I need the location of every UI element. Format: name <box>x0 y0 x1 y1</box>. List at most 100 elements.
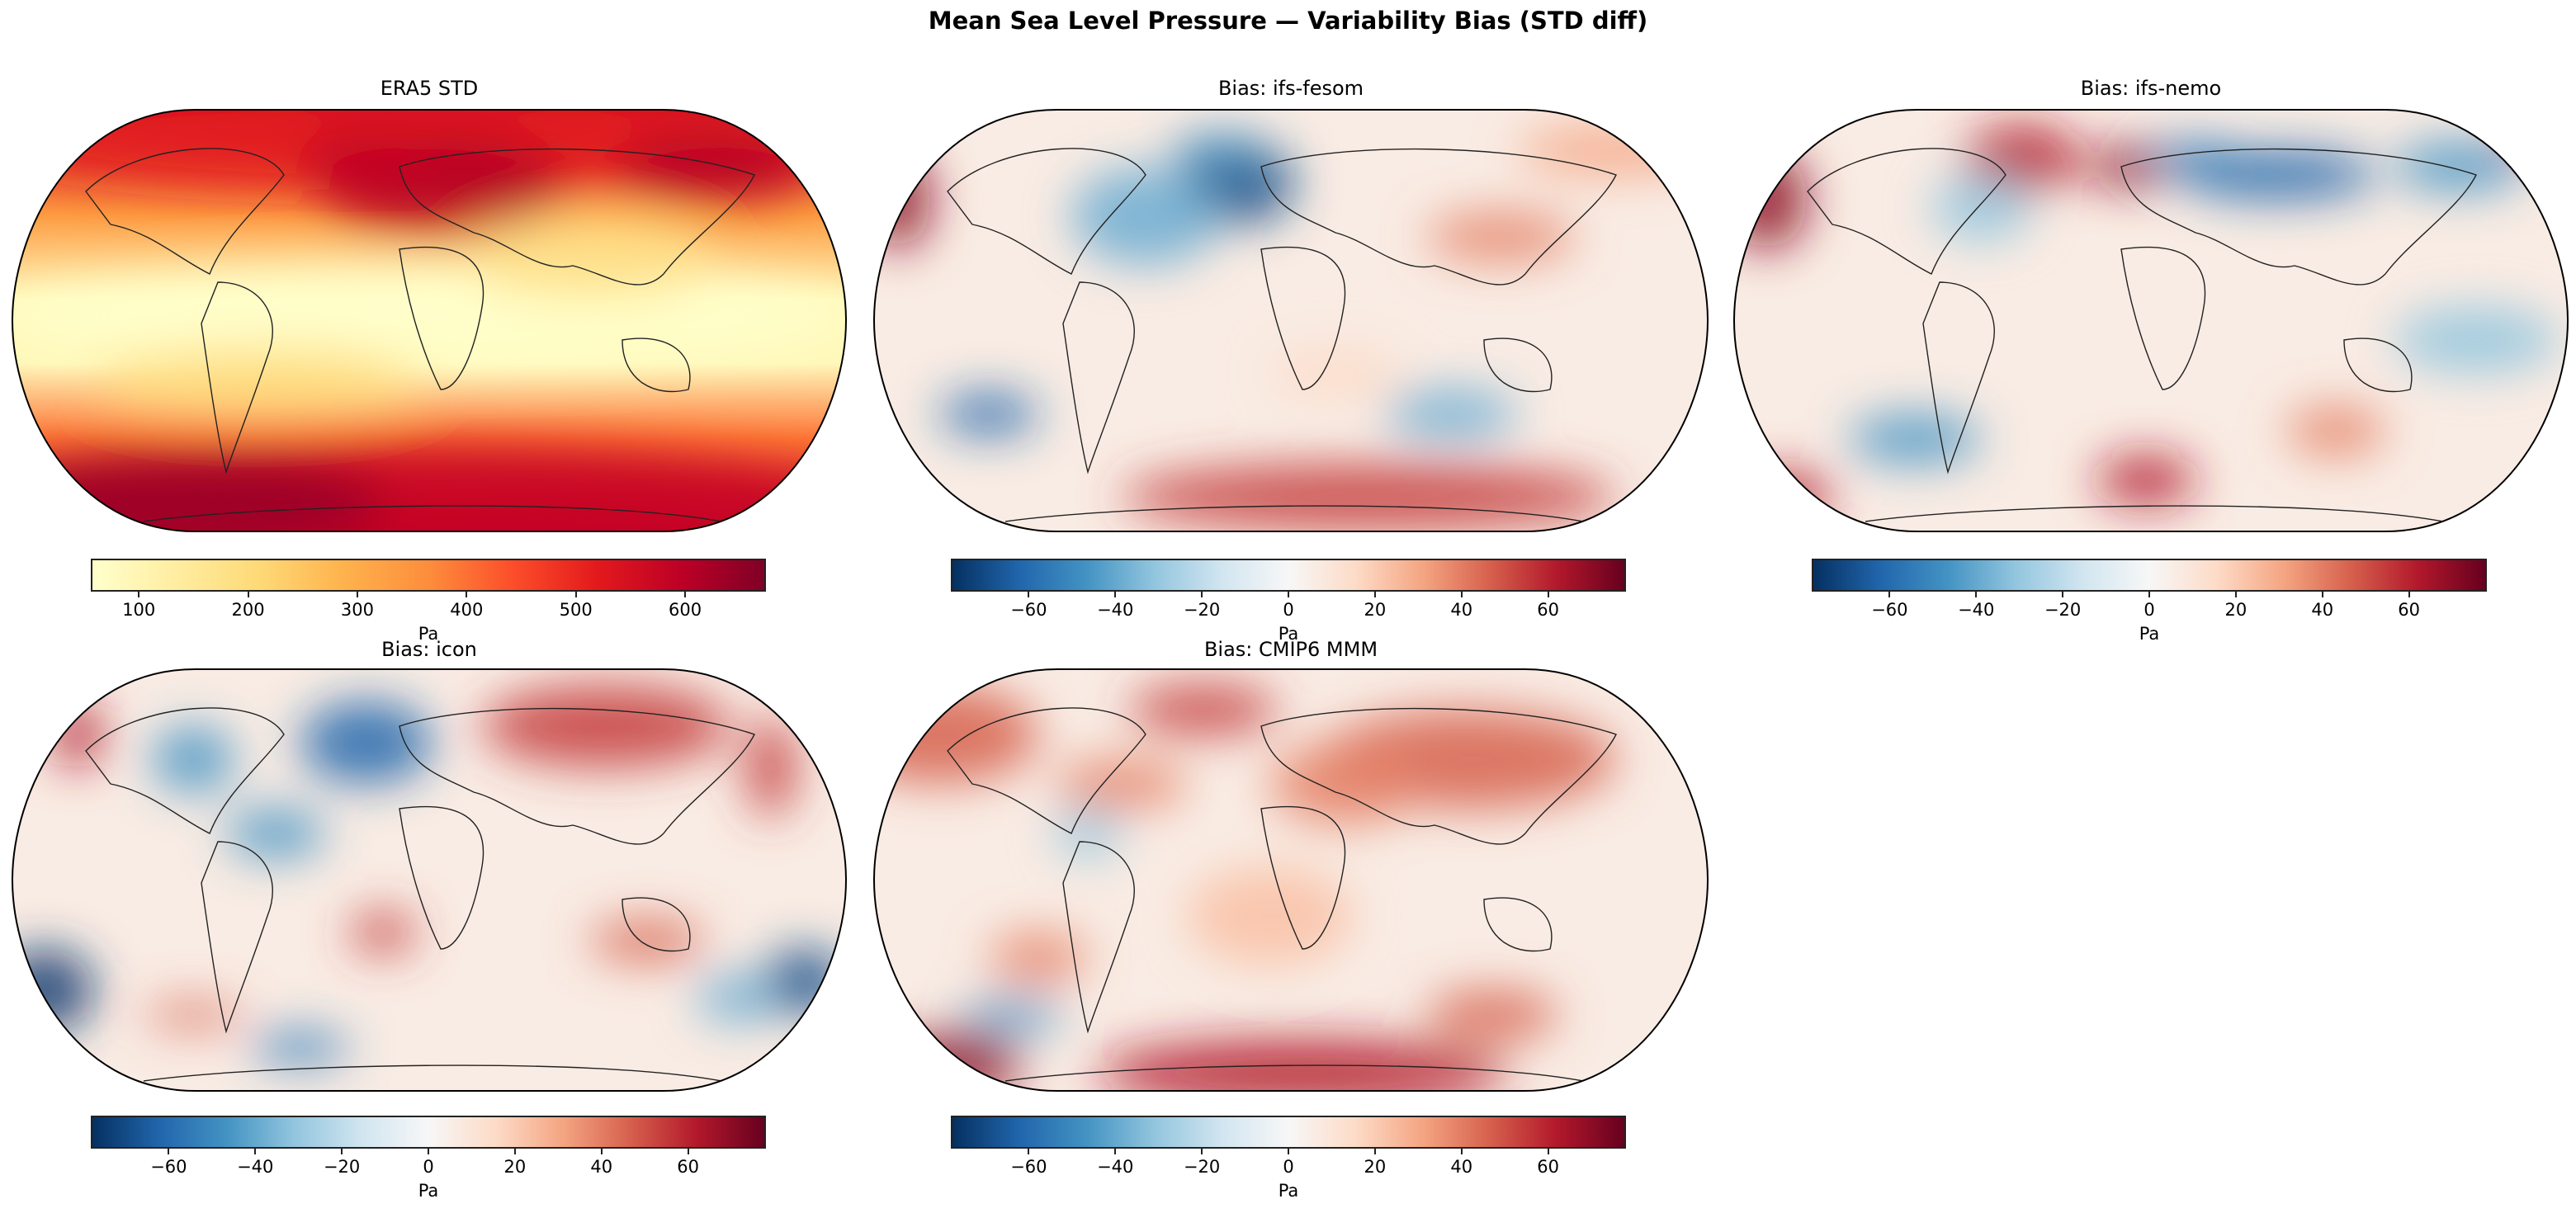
colorbar-tick-mark <box>1201 1149 1203 1154</box>
colorbar-tick-label: 500 <box>559 600 593 620</box>
field-anomaly <box>226 809 325 858</box>
colorbar-tick-mark <box>684 592 687 597</box>
field-anomaly <box>964 998 1063 1031</box>
colorbar-tick-mark <box>600 1149 603 1154</box>
field-anomaly <box>2096 455 2196 505</box>
map-bias-icon <box>12 668 847 1092</box>
colorbar-tick-label: 40 <box>590 1157 613 1177</box>
colorbar-tick-label: 0 <box>423 1157 434 1177</box>
field-anomaly <box>2146 142 2245 175</box>
colorbar-tick-label: 0 <box>1283 1157 1294 1177</box>
colorbar-tick-label: 300 <box>340 600 374 620</box>
map-field <box>12 669 846 1091</box>
field-anomaly <box>300 701 432 784</box>
colorbar-tick-label: 60 <box>1537 1157 1559 1177</box>
colorbar-tick-label: 20 <box>503 1157 527 1177</box>
colorbar-tick-label: −40 <box>1958 600 1995 620</box>
colorbar-label-ifs-nemo: Pa <box>2139 624 2160 644</box>
colorbar-tick-label: −20 <box>1183 1157 1221 1177</box>
field-anomaly <box>1121 464 1616 530</box>
field-anomaly <box>939 394 1038 435</box>
colorbar-tick-label: 40 <box>2311 600 2334 620</box>
colorbar-tick-label: −40 <box>237 1157 274 1177</box>
colorbar-tick-label: 0 <box>2144 600 2155 620</box>
field-anomaly <box>1187 866 1352 965</box>
colorbar-tick-mark <box>1028 1149 1030 1154</box>
colorbar-tick-mark <box>138 592 140 597</box>
field-anomaly <box>614 134 812 200</box>
colorbar-label-ifs-fesom: Pa <box>1278 624 1299 644</box>
colorbar-tick-mark <box>1028 592 1030 597</box>
colorbar-tick-mark <box>2062 592 2064 597</box>
field-anomaly <box>1055 809 1121 858</box>
colorbar-tick-mark <box>1288 592 1289 597</box>
coastlines <box>947 148 1617 522</box>
colorbar-label-era5: Pa <box>418 624 439 644</box>
colorbar-tick-label: 60 <box>1537 600 1559 620</box>
map-frame <box>873 668 1709 1092</box>
field-anomaly <box>1426 212 1575 262</box>
colorbar-tick-label: 60 <box>677 1157 699 1177</box>
colorbar-tick-mark <box>513 1149 516 1154</box>
field-anomaly <box>2286 406 2385 455</box>
colorbar-tick-mark <box>466 592 468 597</box>
field-anomaly <box>350 912 416 953</box>
colorbar-tick-mark <box>2408 592 2410 597</box>
colorbar-tick-label: 60 <box>2398 600 2420 620</box>
colorbar-era5 <box>91 559 766 592</box>
colorbar-tick-mark <box>1288 1149 1289 1154</box>
colorbar-tick-label: 40 <box>1450 600 1473 620</box>
field-anomaly <box>1129 685 1278 734</box>
colorbar-tick-label: −40 <box>1097 600 1134 620</box>
colorbar-tick-label: −40 <box>1097 1157 1134 1177</box>
colorbar-tick-label: 100 <box>122 600 156 620</box>
colorbar-tick-label: 20 <box>1364 1157 1387 1177</box>
field-anomaly <box>300 125 432 191</box>
map-frame <box>12 668 847 1092</box>
map-bias-cmip6 <box>873 668 1709 1092</box>
map-era5-std <box>12 109 847 532</box>
map-field <box>874 110 1708 531</box>
panel-title-cmip6: Bias: CMIP6 MMM <box>1203 638 1378 661</box>
field-anomaly <box>1055 759 1187 809</box>
map-frame <box>12 109 847 532</box>
map-frame <box>1733 109 2569 532</box>
colorbar-tick-mark <box>1460 1149 1463 1154</box>
coastlines <box>1807 148 2477 522</box>
field-anomaly <box>251 1031 350 1064</box>
field-anomaly <box>152 726 234 792</box>
field-anomaly <box>1964 125 2080 191</box>
colorbar-label-icon: Pa <box>418 1181 439 1201</box>
panel-title-era5: ERA5 STD <box>380 77 479 100</box>
colorbar-tick-label: −20 <box>1183 600 1221 620</box>
colorbar-tick-mark <box>1114 592 1117 597</box>
colorbar-tick-label: 600 <box>669 600 702 620</box>
map-field <box>874 669 1708 1091</box>
colorbar-tick-mark <box>1547 592 1549 597</box>
colorbar-tick-mark <box>2321 592 2323 597</box>
colorbar-tick-mark <box>341 1149 343 1154</box>
colorbar-tick-mark <box>1373 592 1376 597</box>
colorbar-cmip6 <box>951 1116 1626 1149</box>
colorbar-tick-label: −60 <box>1010 600 1047 620</box>
field-anomaly <box>1849 414 1981 464</box>
field-anomaly <box>482 685 730 767</box>
colorbar-tick-label: 0 <box>1283 600 1294 620</box>
colorbar-tick-mark <box>1975 592 1978 597</box>
colorbar-tick-mark <box>1460 592 1463 597</box>
coastlines <box>85 707 755 1082</box>
colorbar-tick-mark <box>687 1149 689 1154</box>
map-bias-ifs-fesom <box>873 109 1709 532</box>
colorbar-tick-label: −60 <box>1010 1157 1047 1177</box>
colorbar-tick-mark <box>1201 592 1203 597</box>
colorbar-ifs-nemo <box>1812 559 2487 592</box>
field-anomaly <box>1071 167 1220 266</box>
field-anomaly <box>589 920 705 961</box>
field-anomaly <box>746 718 796 817</box>
colorbar-tick-label: −20 <box>2044 600 2082 620</box>
field-anomaly <box>12 266 846 365</box>
colorbar-ifs-fesom <box>951 559 1626 592</box>
colorbar-tick-label: 40 <box>1450 1157 1473 1177</box>
colorbar-tick-mark <box>356 592 358 597</box>
